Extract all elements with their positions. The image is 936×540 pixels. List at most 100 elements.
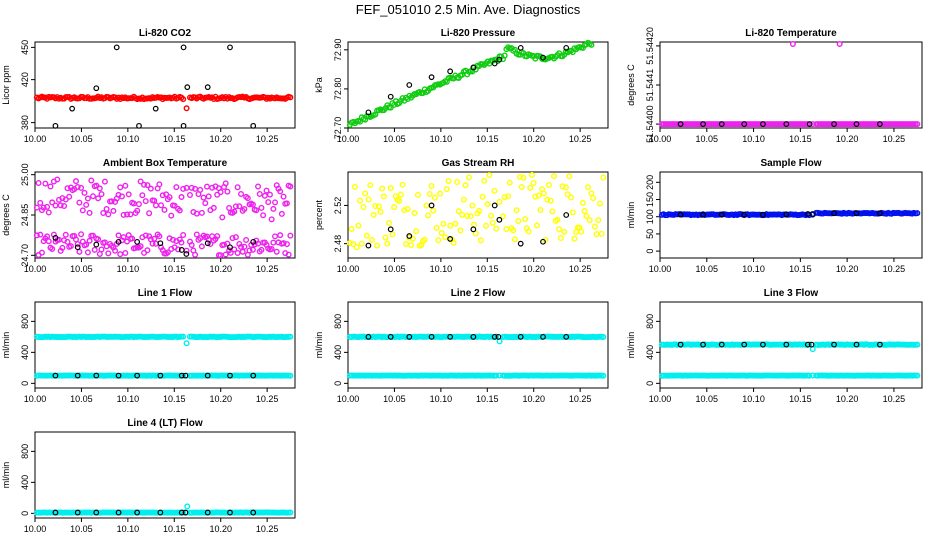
data-point [137, 178, 144, 185]
data-point [192, 185, 199, 192]
data-point [188, 184, 195, 191]
y-tick-label: 800 [20, 314, 30, 329]
data-point [273, 248, 280, 255]
data-point [454, 179, 461, 186]
marker-point [387, 93, 394, 100]
data-point [590, 195, 597, 202]
marker-point [250, 238, 257, 245]
data-point [443, 186, 450, 193]
x-tick-label: 10.05 [70, 394, 93, 404]
data-point [469, 202, 476, 209]
data-point [156, 181, 163, 188]
data-point [358, 240, 365, 247]
data-point [261, 192, 268, 199]
marker-point [365, 333, 372, 340]
y-tick-label: 0 [20, 511, 30, 516]
data-point [385, 219, 392, 226]
marker-point [495, 333, 502, 340]
data-point [100, 210, 107, 217]
y-tick-label: 800 [20, 444, 30, 459]
marker-point [406, 233, 413, 239]
data-point [596, 200, 603, 207]
data-point [368, 236, 375, 243]
data-point [277, 232, 284, 239]
marker-point [152, 105, 159, 112]
data-point [243, 236, 250, 243]
data-point [486, 172, 493, 179]
x-tick-label: 10.10 [430, 134, 453, 144]
data-point [421, 236, 428, 243]
data-point [423, 202, 430, 209]
x-tick-label: 10.00 [24, 134, 47, 144]
data-point [452, 220, 459, 227]
marker-point [134, 509, 141, 516]
x-tick-label: 10.00 [24, 524, 47, 534]
data-point [914, 372, 921, 379]
marker-point [250, 372, 257, 379]
y-tick-label: 0 [645, 381, 655, 386]
x-tick-label: 10.20 [209, 394, 232, 404]
data-point [175, 246, 182, 253]
data-point [120, 211, 127, 218]
data-point [355, 222, 362, 229]
marker-point [74, 244, 81, 251]
data-point [528, 171, 535, 178]
x-tick-label: 10.25 [883, 394, 906, 404]
marker-point [783, 341, 790, 348]
data-point [64, 238, 71, 245]
marker-point [563, 333, 570, 340]
y-tick-label: 50 [645, 229, 655, 239]
data-point [440, 220, 447, 227]
marker-point [178, 372, 185, 379]
data-point [79, 207, 86, 214]
marker-point [540, 54, 546, 61]
data-point [357, 197, 364, 204]
x-tick-label: 10.05 [70, 524, 93, 534]
marker-point [52, 509, 59, 516]
x-tick-label: 10.20 [836, 134, 859, 144]
data-point [384, 240, 391, 247]
data-point [222, 180, 229, 187]
outlier-point [184, 503, 191, 510]
marker-point [700, 341, 706, 348]
data-point [285, 251, 292, 258]
data-point [84, 249, 91, 256]
x-tick-label: 10.05 [696, 264, 719, 274]
data-point [559, 183, 566, 190]
marker-point [700, 211, 706, 218]
data-point [537, 206, 544, 213]
x-tick-label: 10.05 [696, 394, 719, 404]
data-point [350, 241, 357, 248]
data-point [404, 205, 411, 212]
data-point [158, 202, 165, 209]
marker-point [718, 121, 725, 127]
data-point [229, 235, 236, 242]
x-tick-label: 10.10 [117, 394, 140, 404]
data-point [241, 243, 248, 250]
data-point [411, 210, 418, 217]
marker-point [113, 44, 120, 51]
data-point [346, 240, 353, 247]
data-point [144, 247, 151, 254]
data-point [49, 199, 56, 206]
panel-4: Ambient Box Temperature degrees C 10.00 10.… [1, 158, 296, 274]
data-point [234, 249, 241, 256]
data-point [95, 236, 102, 243]
data-point [176, 207, 183, 214]
data-point [283, 200, 290, 207]
data-point [200, 194, 207, 201]
data-point [389, 231, 396, 238]
marker-point [406, 333, 413, 340]
data-point [33, 204, 40, 211]
x-tick-label: 10.10 [430, 394, 453, 404]
data-point [44, 203, 51, 210]
panel-title: Li-820 Pressure [441, 28, 516, 39]
marker-point [718, 341, 725, 348]
data-point [372, 203, 379, 210]
data-point [459, 211, 466, 218]
x-tick-label: 10.10 [430, 264, 453, 274]
data-point [151, 235, 158, 242]
data-point [377, 208, 384, 215]
marker-point [517, 240, 524, 247]
data-point [554, 216, 561, 223]
